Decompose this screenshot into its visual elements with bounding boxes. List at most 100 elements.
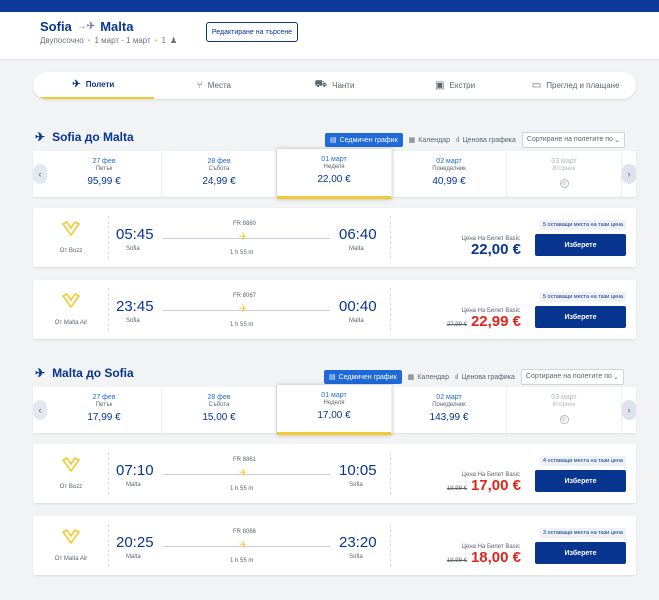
date-label: 27 фев bbox=[92, 394, 116, 401]
list-icon: ▤ bbox=[330, 137, 337, 144]
flight-card[interactable]: От Buzz 07:10 Malta FR 8861 ✈ 1 h 55 m 1… bbox=[33, 444, 636, 503]
price-chart-button[interactable]: ıl Ценова графика bbox=[455, 374, 515, 381]
step-extras[interactable]: ▣ Екстри bbox=[395, 72, 516, 99]
calendar-view-button[interactable]: ▦ Календар bbox=[409, 136, 450, 145]
outbound-date-strip: ‹ 27 фев Петък 95,99 € 28 фев Събота 24,… bbox=[33, 149, 636, 199]
inbound-section-title: ✈ Malta до Sofia bbox=[35, 366, 134, 380]
date-label: 28 фев bbox=[207, 158, 231, 165]
flight-card[interactable]: От Buzz 05:45 Sofia FR 8860 ✈ 1 h 55 m 0… bbox=[33, 208, 636, 267]
departure-city: Malta bbox=[126, 554, 141, 560]
flight-number: FR 8861 bbox=[233, 457, 257, 463]
top-brand-bar bbox=[0, 0, 659, 12]
operator-label: От Buzz bbox=[59, 484, 83, 490]
date-option[interactable]: 02 март Понеделник 143,99 € bbox=[392, 387, 507, 433]
outbound-view-tools: ▤ Седмичен график ▦ Календар ıl Ценова граф… bbox=[325, 132, 625, 148]
chevron-right-icon: › bbox=[627, 169, 631, 179]
sort-label: Сортиране на полетите по bbox=[525, 373, 612, 380]
arrival-city: Sofia bbox=[349, 554, 363, 560]
prev-dates-button[interactable]: ‹ bbox=[33, 164, 47, 184]
date-option[interactable]: 28 фев Събота 24,99 € bbox=[162, 151, 277, 197]
price-chart-button[interactable]: ıl Ценова графика bbox=[456, 137, 516, 144]
trip-type: Двупосочно bbox=[40, 36, 84, 45]
operator-label: От Buzz bbox=[59, 248, 83, 254]
arrival-city: Sofia bbox=[349, 482, 363, 488]
airline-logo-icon bbox=[51, 220, 91, 236]
step-seats[interactable]: ⑂ Места bbox=[154, 72, 275, 99]
calendar-view-label: Календар bbox=[418, 136, 450, 144]
plane-icon: ✈ bbox=[239, 304, 248, 315]
origin-city: Sofia bbox=[40, 19, 72, 34]
date-option[interactable]: 27 фев Петък 17,99 € bbox=[47, 387, 162, 433]
sort-select[interactable]: Сортиране на полетите по ⌄ bbox=[521, 132, 625, 148]
select-flight-button[interactable]: Изберете bbox=[535, 306, 626, 328]
weekday-label: Събота bbox=[208, 402, 230, 408]
date-label: 01 март bbox=[321, 392, 347, 399]
bag-icon: ⛟ bbox=[314, 79, 328, 90]
select-flight-button[interactable]: Изберете bbox=[535, 542, 626, 564]
weekday-label: Вторник bbox=[552, 166, 576, 172]
departure-city: Sofia bbox=[126, 318, 140, 324]
flight-card[interactable]: От Malta Air 23:45 Sofia FR 8067 ✈ 1 h 5… bbox=[33, 280, 636, 339]
departure-city: Sofia bbox=[126, 246, 140, 252]
sort-select[interactable]: Сортиране на полетите по ⌄ bbox=[520, 369, 624, 385]
date-label: 02 март bbox=[436, 394, 462, 401]
date-option-selected[interactable]: 01 март Неделя 22,00 € bbox=[277, 149, 392, 199]
destination-city: Malta bbox=[100, 19, 134, 34]
fare-price: 27,99 €22,99 € bbox=[447, 313, 521, 330]
next-dates-button[interactable]: › bbox=[622, 164, 636, 184]
select-flight-button[interactable]: Изберете bbox=[535, 470, 626, 492]
edit-search-button[interactable]: Редактиране на търсене bbox=[206, 22, 298, 42]
divider bbox=[108, 288, 109, 331]
select-flight-button[interactable]: Изберете bbox=[535, 234, 626, 256]
departure-city: Malta bbox=[126, 482, 141, 488]
date-price: 24,99 € bbox=[202, 176, 236, 187]
date-option-selected[interactable]: 01 март Неделя 17,00 € bbox=[277, 385, 392, 435]
date-option[interactable]: 28 фев Събота 15,00 € bbox=[162, 387, 277, 433]
weekly-view-button[interactable]: ▤ Седмичен график bbox=[325, 133, 403, 147]
inbound-date-strip: ‹ 27 фев Петък 17,99 € 28 фев Събота 15,… bbox=[33, 385, 636, 435]
flight-duration: 1 h 55 m bbox=[230, 322, 254, 328]
chevron-left-icon: ‹ bbox=[38, 405, 42, 415]
date-price: 22,00 € bbox=[317, 174, 351, 185]
card-icon: ▭ bbox=[531, 80, 542, 91]
calendar-view-button[interactable]: ▦ Календар bbox=[408, 373, 449, 382]
step-review-payment[interactable]: ▭ Преглед и плащане bbox=[515, 72, 636, 99]
flight-card[interactable]: От Malta Air 20:25 Malta FR 8066 ✈ 1 h 5… bbox=[33, 516, 636, 575]
trip-dates: 1 март - 1 март bbox=[94, 36, 151, 45]
seats-left-badge: 3 оставащи места на тази цена bbox=[539, 528, 626, 538]
operator-label: От Malta Air bbox=[54, 320, 88, 326]
date-option[interactable]: 02 март Понеделник 40,99 € bbox=[392, 151, 507, 197]
step-bags[interactable]: ⛟ Чанти bbox=[274, 72, 395, 99]
date-option-unavailable: 03 март Вторник ⊘ bbox=[507, 151, 622, 197]
divider bbox=[108, 216, 109, 259]
date-label: 01 март bbox=[321, 156, 347, 163]
prev-dates-button[interactable]: ‹ bbox=[33, 400, 47, 420]
next-dates-button[interactable]: › bbox=[622, 400, 636, 420]
section-title-text: Sofia до Malta bbox=[52, 130, 134, 144]
date-option[interactable]: 27 фев Петък 95,99 € bbox=[47, 151, 162, 197]
date-label: 02 март bbox=[436, 158, 462, 165]
outbound-section-title: ✈ Sofia до Malta bbox=[35, 130, 134, 144]
date-price: 40,99 € bbox=[432, 176, 466, 187]
return-plane-icon: ✈ bbox=[35, 366, 46, 380]
chevron-left-icon: ‹ bbox=[38, 169, 42, 179]
date-price: 143,99 € bbox=[429, 412, 469, 423]
separator-dot-icon: • bbox=[154, 36, 158, 45]
arrival-city: Malta bbox=[349, 246, 364, 252]
date-price: 17,99 € bbox=[87, 412, 121, 423]
fare-price: 19,99 €18,00 € bbox=[447, 549, 521, 566]
seats-left-badge: 5 оставащи места на тази цена bbox=[539, 292, 626, 302]
date-label: 27 фев bbox=[92, 158, 116, 165]
person-icon: ♟ bbox=[169, 36, 178, 45]
fare-price: 19,99 €17,00 € bbox=[447, 477, 521, 494]
fare-type: Цена На Билет Basic bbox=[461, 544, 520, 550]
seat-icon: ⑂ bbox=[196, 80, 203, 91]
weekday-label: Понеделник bbox=[432, 402, 466, 408]
weekday-label: Неделя bbox=[323, 400, 345, 406]
trip-details: Двупосочно • 1 март - 1 март • 1 ♟ bbox=[40, 36, 177, 45]
weekly-view-button[interactable]: ▤ Седмичен график bbox=[324, 370, 402, 384]
chevron-down-icon: ⌄ bbox=[614, 137, 620, 144]
date-label: 03 март bbox=[551, 158, 577, 165]
step-flights[interactable]: ✈ Полети bbox=[33, 72, 154, 99]
unavailable-icon: ⊘ bbox=[559, 415, 569, 424]
